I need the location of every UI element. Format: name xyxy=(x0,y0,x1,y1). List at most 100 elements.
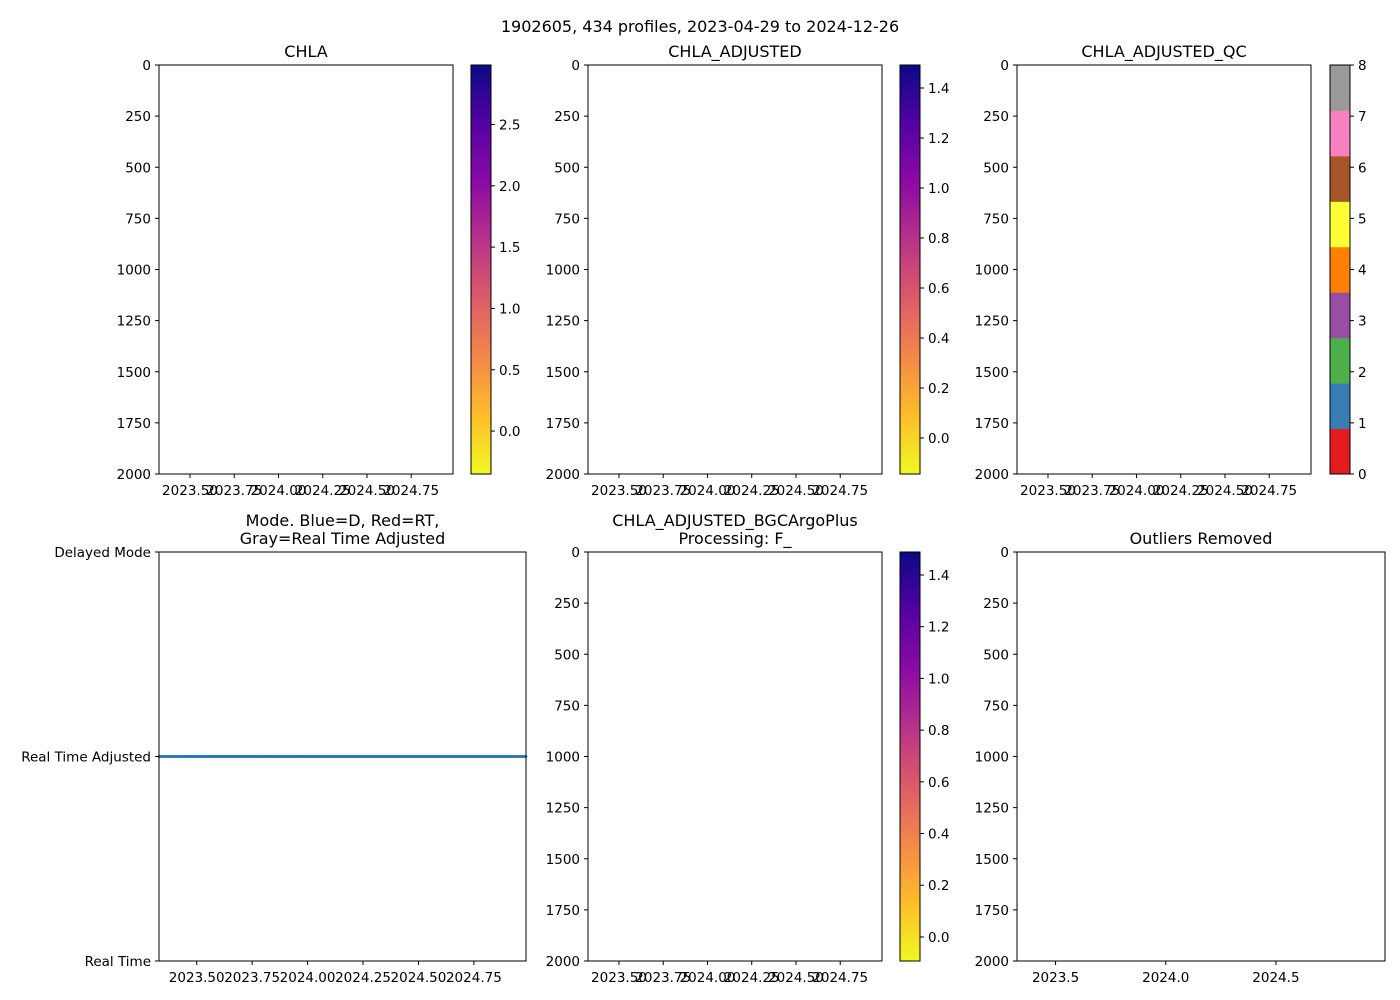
colorbar-tick-label: 1.0 xyxy=(928,181,949,197)
colorbar-frame xyxy=(470,64,492,475)
x-tick-label: 2023.75 xyxy=(206,483,262,499)
subplot-title: CHLA_ADJUSTED_QC xyxy=(1081,42,1246,62)
colorbar-tick-label: 1.2 xyxy=(928,131,949,147)
x-tick-label: 2024.50 xyxy=(768,970,824,986)
plot-area xyxy=(1017,65,1311,474)
x-tick-label: 2023.75 xyxy=(635,970,691,986)
plot-area xyxy=(1017,552,1385,961)
y-tick-label: 1500 xyxy=(975,852,1009,868)
plot-area xyxy=(159,65,453,474)
y-tick-label: 1000 xyxy=(975,263,1009,279)
colorbar-tick-label: 0.0 xyxy=(499,424,520,440)
colorbar-tick-label: 0.6 xyxy=(928,775,949,791)
y-tick-label: 2000 xyxy=(975,467,1009,483)
y-tick-label: 250 xyxy=(983,596,1009,612)
y-tick-label: 500 xyxy=(554,160,580,176)
x-tick-label: 2024.25 xyxy=(724,483,780,499)
y-tick-label: 1500 xyxy=(975,365,1009,381)
y-tick-label: 250 xyxy=(554,109,580,125)
y-tick-label: 250 xyxy=(983,109,1009,125)
colorbar-segment xyxy=(1330,292,1350,339)
y-tick-label: 1750 xyxy=(546,903,580,919)
y-tick-label: 1500 xyxy=(546,852,580,868)
x-tick-label: 2024.75 xyxy=(446,970,502,986)
colorbar-segment xyxy=(1330,201,1350,248)
y-tick-label: Delayed Mode xyxy=(54,545,151,561)
series-0 xyxy=(157,755,528,758)
x-tick-label: 2024.00 xyxy=(280,970,336,986)
y-tick-label: 2000 xyxy=(546,954,580,970)
colorbar-tick-label: 2 xyxy=(1358,365,1367,381)
y-tick-label: 750 xyxy=(554,698,580,714)
x-tick-label: 2024.75 xyxy=(812,483,868,499)
colorbar-gradient xyxy=(900,65,920,474)
y-tick-label: 2000 xyxy=(117,467,151,483)
colorbar-tick-label: 1 xyxy=(1358,416,1367,432)
colorbar-segment xyxy=(1330,155,1350,202)
colorbar-tick-label: 3 xyxy=(1358,314,1367,330)
colorbar-tick-label: 5 xyxy=(1358,211,1367,227)
y-tick-label: 500 xyxy=(125,160,151,176)
subplot-chla_adjusted: CHLA_ADJUSTED 2023.502023.752024.002024.2… xyxy=(546,42,950,499)
x-tick-label: 2024.75 xyxy=(383,483,439,499)
colorbar-segment xyxy=(1330,246,1350,293)
subplot-title: Outliers Removed xyxy=(1130,529,1273,548)
x-tick-label: 2024.00 xyxy=(251,483,307,499)
colorbar-tick-label: 8 xyxy=(1358,58,1367,74)
y-tick-label: 1250 xyxy=(117,314,151,330)
y-tick-label: Real Time Adjusted xyxy=(21,750,151,766)
colorbar-frame xyxy=(899,551,921,962)
y-tick-label: 1250 xyxy=(546,801,580,817)
x-tick-label: 2024.25 xyxy=(724,970,780,986)
colorbar: 0.0 0.5 1.0 1.5 2.0 2.5 xyxy=(470,64,520,475)
y-tick-label: 750 xyxy=(983,698,1009,714)
x-tick-label: 2024.25 xyxy=(335,970,391,986)
subplot-chla: CHLA2023.502023.752024.002024.252024.502… xyxy=(117,42,521,499)
plot-area xyxy=(588,552,882,961)
colorbar-tick-label: 0.8 xyxy=(928,723,949,739)
subplot-title: CHLA xyxy=(284,42,327,61)
colorbar-segment xyxy=(1330,65,1350,111)
x-tick-label: 2023.75 xyxy=(224,970,280,986)
y-tick-label: 1250 xyxy=(546,314,580,330)
figure-suptitle: 1902605, 434 profiles, 2023-04-29 to 202… xyxy=(501,17,899,36)
subplot-title: Gray=Real Time Adjusted xyxy=(240,529,446,548)
colorbar-tick-label: 0.0 xyxy=(928,930,949,946)
colorbar-tick-label: 1.4 xyxy=(928,568,949,584)
x-tick-label: 2024.75 xyxy=(812,970,868,986)
x-tick-label: 2023.75 xyxy=(1064,483,1120,499)
colorbar-tick-label: 0.6 xyxy=(928,281,949,297)
plot-area xyxy=(588,65,882,474)
y-tick-label: 250 xyxy=(554,596,580,612)
x-tick-label: 2023.50 xyxy=(591,970,647,986)
y-tick-label: 2000 xyxy=(975,954,1009,970)
colorbar-gradient xyxy=(471,65,491,474)
colorbar: 0.0 0.2 0.4 0.6 0.8 1.0 1.2 1.4 xyxy=(899,64,949,475)
colorbar-tick-label: 0.0 xyxy=(928,431,949,447)
colorbar-tick-label: 4 xyxy=(1358,263,1367,279)
y-tick-label: 750 xyxy=(554,211,580,227)
y-tick-label: 0 xyxy=(1000,58,1009,74)
y-tick-label: 1500 xyxy=(117,365,151,381)
y-tick-label: 0 xyxy=(571,545,580,561)
colorbar-tick-label: 1.2 xyxy=(928,620,949,636)
colorbar-tick-label: 1.4 xyxy=(928,81,949,97)
colorbar-tick-label: 1.0 xyxy=(499,301,520,317)
y-tick-label: 250 xyxy=(125,109,151,125)
subplot-title: CHLA_ADJUSTED_BGCArgoPlus xyxy=(612,511,858,531)
colorbar-segment xyxy=(1330,383,1350,430)
colorbar-tick-label: 7 xyxy=(1358,109,1367,125)
y-tick-label: 500 xyxy=(554,647,580,663)
y-tick-label: 1000 xyxy=(117,263,151,279)
x-tick-label: 2024.00 xyxy=(680,970,736,986)
colorbar-tick-label: 2.0 xyxy=(499,179,520,195)
y-tick-label: 1250 xyxy=(975,314,1009,330)
subplot-outliers: Outliers Removed 2023.5 2024.0 2024.5 0 250 50… xyxy=(975,529,1386,986)
x-tick-label: 2024.25 xyxy=(1153,483,1209,499)
x-tick-label: 2024.00 xyxy=(1109,483,1165,499)
colorbar-frame xyxy=(899,64,921,475)
subplot-title: Processing: F_ xyxy=(678,529,792,549)
y-tick-label: 500 xyxy=(983,647,1009,663)
y-tick-label: 500 xyxy=(983,160,1009,176)
colorbar-segment xyxy=(1330,110,1350,157)
